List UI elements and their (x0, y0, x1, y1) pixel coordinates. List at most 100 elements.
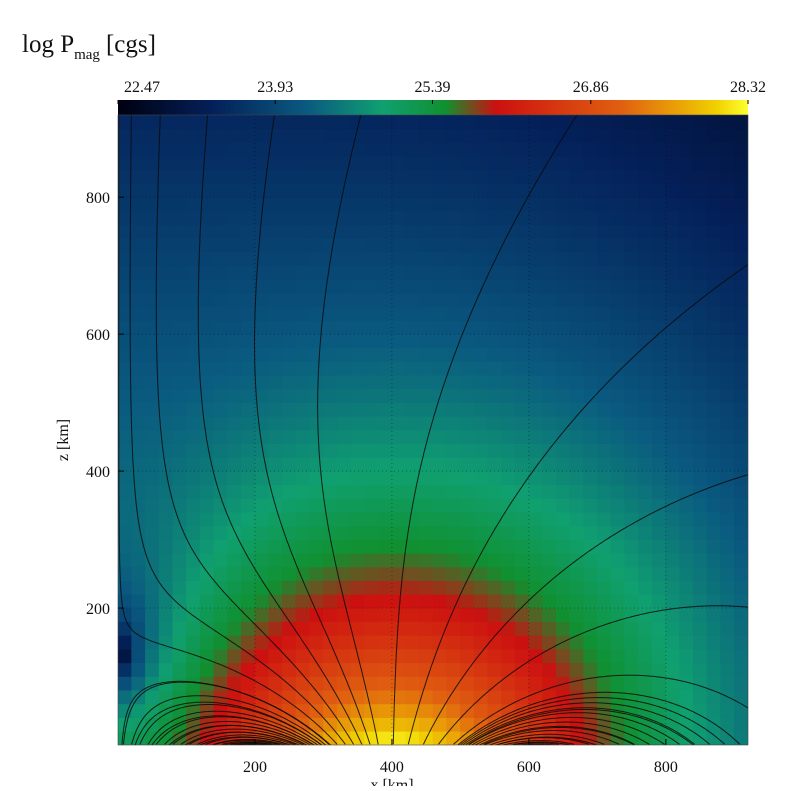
heatmap-cell (460, 251, 475, 266)
field-line (478, 725, 635, 745)
heatmap-cell (555, 717, 571, 732)
heatmap-cell (405, 676, 420, 691)
heatmap-cell (419, 717, 434, 732)
heatmap-cell (446, 142, 461, 157)
heatmap-cell (419, 566, 434, 581)
heatmap-cell (158, 703, 174, 718)
heatmap-cell (542, 470, 557, 486)
heatmap-cell (405, 484, 420, 499)
heatmap-cell (336, 525, 352, 540)
heatmap-cell (213, 416, 228, 431)
heatmap-cell (692, 265, 708, 280)
heatmap-cell (501, 662, 516, 677)
heatmap-cell (542, 224, 557, 239)
heatmap-cell (336, 265, 352, 280)
heatmap-cell (542, 648, 557, 664)
heatmap-cell (597, 607, 612, 623)
heatmap-cell (720, 142, 735, 157)
heatmap-cell (555, 237, 571, 253)
heatmap-cell (323, 621, 338, 636)
heatmap-cell (624, 292, 639, 308)
heatmap-cell (118, 607, 132, 623)
heatmap-cell (583, 374, 598, 390)
heatmap-cell (569, 429, 584, 444)
heatmap-cell (555, 470, 571, 486)
heatmap-cell (254, 662, 269, 677)
heatmap-cell (336, 128, 352, 143)
heatmap-cell (227, 648, 242, 664)
heatmap-cell (432, 128, 447, 143)
heatmap-cell (720, 457, 735, 472)
heatmap-cell (610, 566, 626, 581)
field-line (212, 739, 280, 745)
heatmap-cell (172, 142, 187, 157)
heatmap-cell (309, 552, 324, 568)
heatmap-cell (377, 142, 393, 157)
heatmap-cell (213, 306, 228, 321)
colorbar-tick-label: 23.93 (257, 79, 293, 96)
heatmap-cell (528, 648, 543, 664)
heatmap-cell (240, 155, 256, 171)
heatmap-cell (692, 224, 708, 239)
heatmap-cell (282, 703, 297, 718)
heatmap-cell (377, 525, 393, 540)
heatmap-cell (254, 292, 269, 308)
heatmap-cell (131, 388, 146, 403)
heatmap-cell (391, 676, 406, 691)
heatmap-cell (446, 484, 461, 499)
heatmap-cell (186, 580, 201, 595)
heatmap-cell (199, 279, 215, 294)
heatmap-cell (254, 484, 269, 499)
heatmap-cell (432, 717, 447, 732)
heatmap-cell (569, 155, 584, 171)
heatmap-cell (473, 662, 489, 677)
heatmap-cell (118, 292, 132, 308)
heatmap-cell (501, 210, 516, 225)
heatmap-cell (569, 388, 584, 403)
heatmap-cell (487, 115, 502, 129)
heatmap-cell (706, 594, 721, 609)
heatmap-cell (336, 457, 352, 472)
heatmap-cell (569, 142, 584, 157)
heatmap-cell (131, 594, 146, 609)
heatmap-cell (638, 635, 653, 650)
heatmap-cell (665, 457, 680, 472)
heatmap-cell (158, 196, 174, 212)
heatmap-cell (405, 388, 420, 403)
heatmap-cell (473, 498, 489, 513)
heatmap-cell (419, 196, 434, 212)
heatmap-cell (569, 169, 584, 184)
heatmap-cell (597, 689, 612, 705)
heatmap-cell (391, 689, 406, 705)
heatmap-cell (227, 484, 242, 499)
heatmap-cell (487, 648, 502, 664)
heatmap-cell (391, 155, 406, 171)
heatmap-cell (240, 511, 256, 527)
heatmap-cell (172, 265, 187, 280)
heatmap-cell (487, 498, 502, 513)
heatmap-cell (651, 169, 667, 184)
heatmap-cell (172, 347, 187, 362)
heatmap-cell (651, 142, 667, 157)
heatmap-cell (514, 621, 530, 636)
heatmap-cell (350, 484, 365, 499)
heatmap-cell (514, 443, 530, 458)
heatmap-cell (679, 648, 694, 664)
heatmap-cell (118, 470, 132, 486)
heatmap-cell (336, 210, 352, 225)
heatmap-cell (254, 115, 269, 129)
heatmap-cell (309, 416, 324, 431)
heatmap-cell (199, 443, 215, 458)
heatmap-cell (555, 155, 571, 171)
heatmap-cell (350, 621, 365, 636)
heatmap-cell (610, 607, 626, 623)
heatmap-cell (569, 648, 584, 664)
heatmap-cell (199, 361, 215, 376)
heatmap-cell (268, 333, 283, 349)
heatmap-cell (118, 347, 132, 362)
heatmap-cell (501, 484, 516, 499)
heatmap-cell (227, 183, 242, 198)
heatmap-cell (583, 621, 598, 636)
heatmap-cell (323, 196, 338, 212)
heatmap-cell (487, 689, 502, 705)
